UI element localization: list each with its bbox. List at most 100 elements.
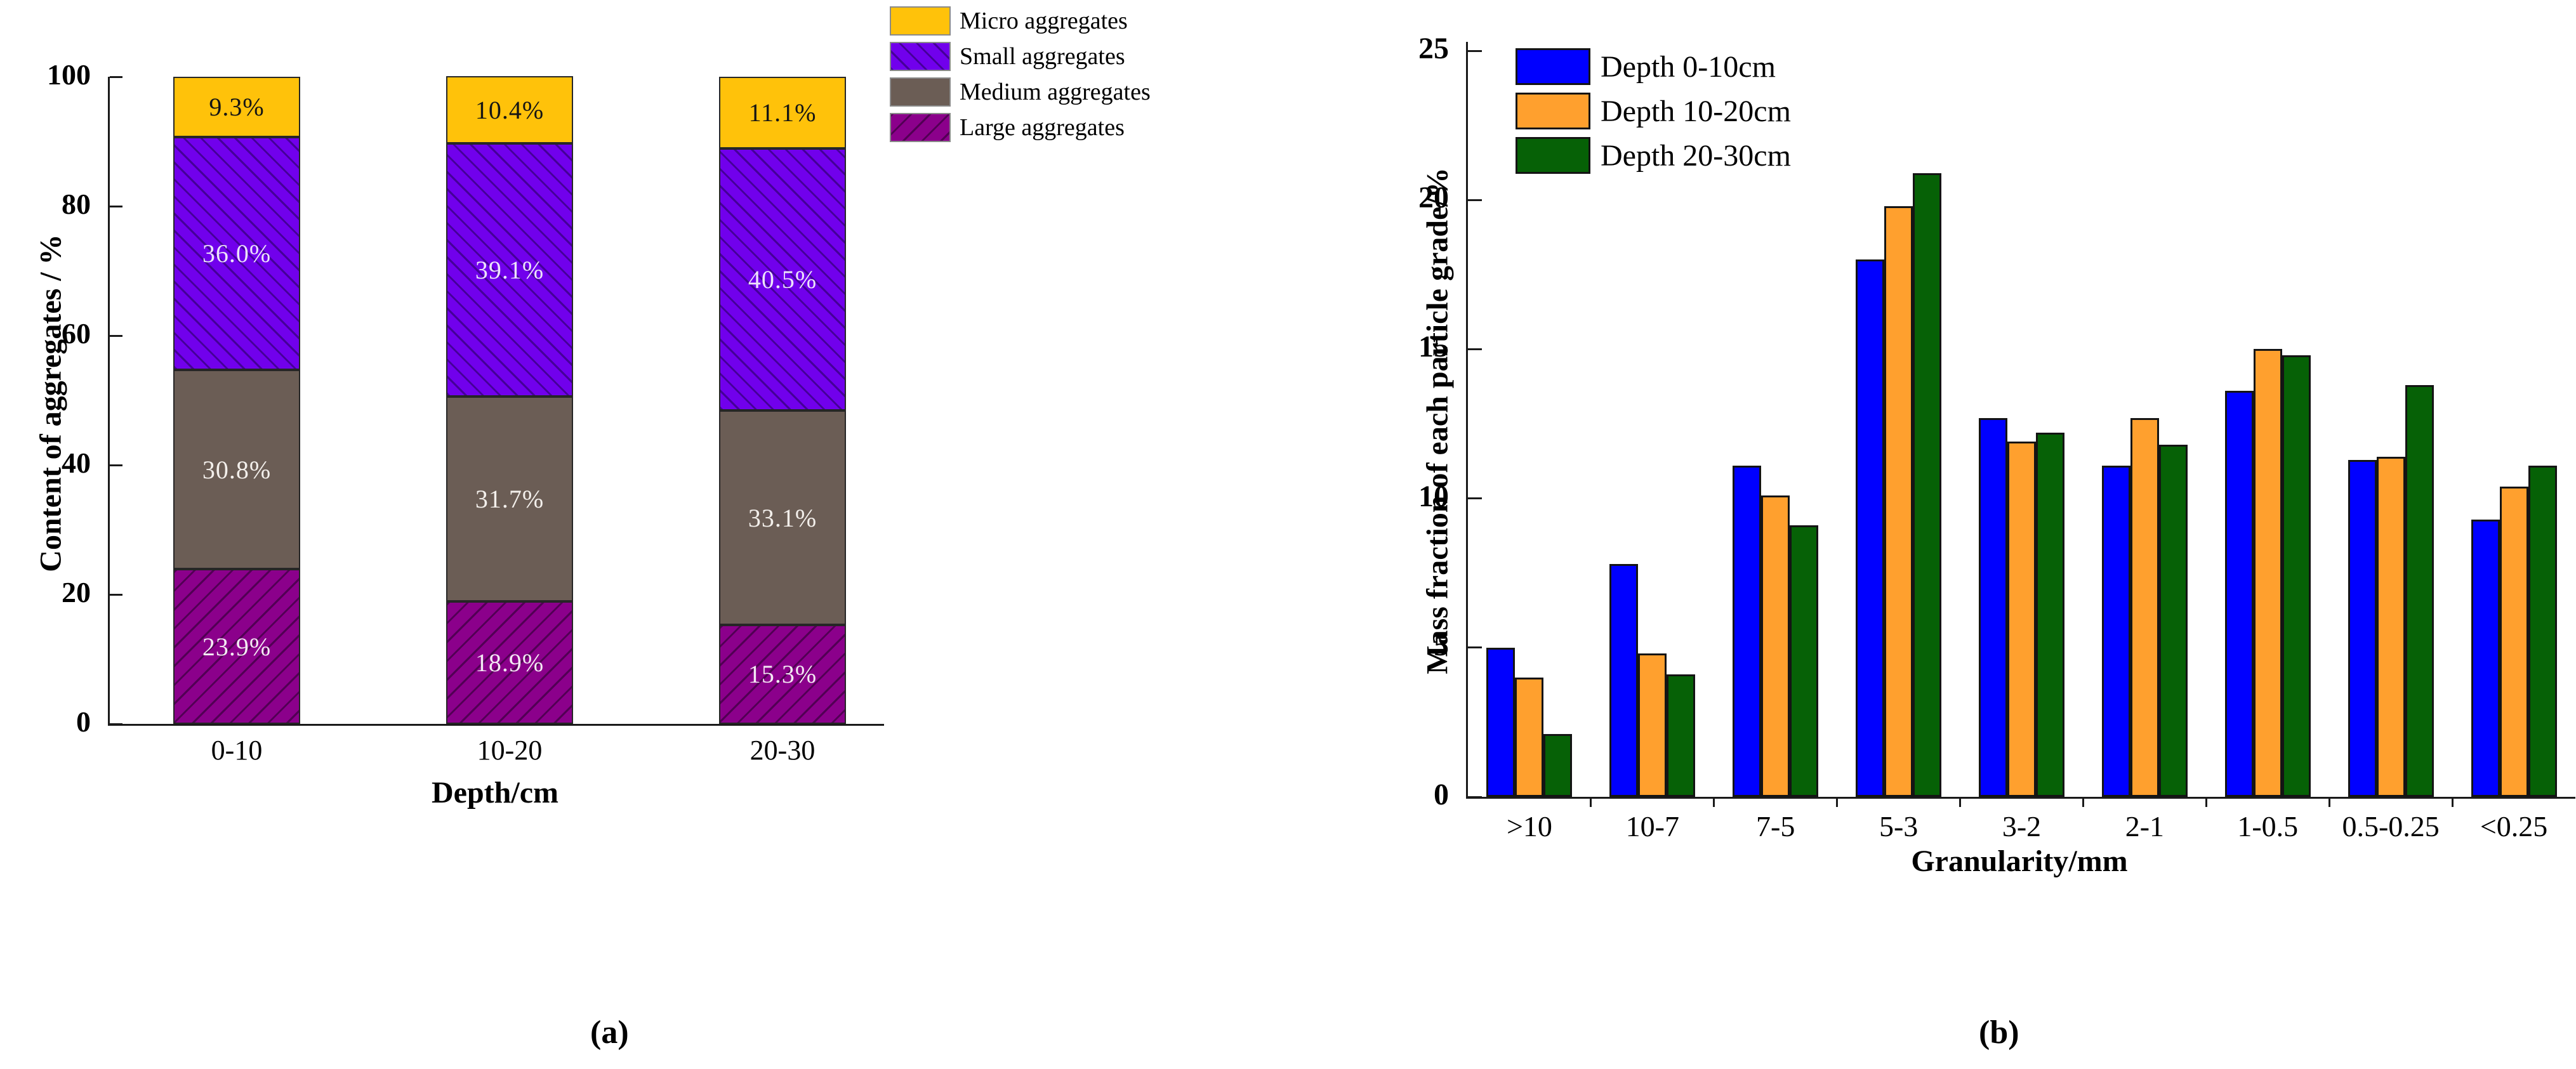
chart-a-y-axis-title: Content of aggregates / % [34,234,68,572]
grouped-bar [2348,459,2377,797]
grouped-bar [1790,525,1819,797]
stacked-bar-segment: 11.1% [719,77,846,149]
legend-item: Depth 20-30cm [1516,137,1791,174]
legend-label: Medium aggregates [960,79,1151,105]
legend-label: Large aggregates [960,114,1125,141]
grouped-bar [2224,391,2254,797]
segment-value-label: 10.4% [475,95,545,124]
y-axis-tick [1468,646,1482,649]
grouped-bar [1979,417,2007,797]
grouped-bar [2376,456,2405,797]
chart-a-x-axis-title: Depth/cm [432,776,558,810]
legend-item: Large aggregates [890,113,1151,142]
x-axis-category-label: 0-10 [211,735,263,766]
grouped-bar [1733,465,1762,797]
y-axis-tick [1468,199,1482,201]
grouped-bar [2471,519,2500,797]
stacked-bar-segment: 9.3% [173,77,300,137]
y-axis-tick-label: 10 [1418,479,1449,513]
grouped-bar [1913,173,1942,797]
legend-item: Micro aggregates [890,6,1151,36]
grouped-bar [2282,355,2311,797]
grouped-bar [1856,259,1885,797]
stacked-bar-segment: 30.8% [173,370,300,570]
y-axis-tick [1468,497,1482,500]
y-axis-tick-label: 100 [47,58,91,91]
grouped-bar [1543,734,1573,797]
x-axis-tick [1836,797,1839,807]
y-axis-tick [110,334,122,337]
grouped-bar [2101,465,2130,797]
y-axis-tick-label: 25 [1418,32,1449,66]
y-axis-tick-label: 15 [1418,330,1449,364]
legend-item: Medium aggregates [890,77,1151,107]
legend-item: Depth 10-20cm [1516,93,1791,129]
stacked-bar-segment: 18.9% [446,601,573,724]
grouped-bar [2253,349,2282,797]
grouped-bar [1667,674,1696,797]
legend-item: Small aggregates [890,42,1151,71]
legend-label: Depth 10-20cm [1601,94,1791,128]
y-axis-tick [110,723,122,725]
y-axis-tick-label: 5 [1434,628,1449,662]
x-axis-category-label: 1-0.5 [2237,810,2299,843]
y-axis-tick [110,464,122,466]
grouped-bar [1609,564,1639,797]
legend-swatch [890,6,951,36]
legend-swatch [890,113,951,142]
y-axis-tick-label: 0 [76,705,91,738]
caption-b: (b) [1979,1014,2019,1051]
legend-item: Depth 0-10cm [1516,48,1791,85]
segment-value-label: 36.0% [202,239,272,268]
y-axis-tick-label: 40 [62,447,91,479]
grouped-bar [2130,417,2159,797]
x-axis-category-label: 10-20 [477,735,543,766]
grouped-bar [2036,433,2064,797]
grouped-bar [1884,206,1913,797]
caption-a: (a) [590,1014,629,1051]
x-axis-category-label: 3-2 [2002,810,2042,843]
legend-label: Depth 0-10cm [1601,49,1776,84]
x-axis-tick [2451,797,2454,807]
x-axis-category-label: 5-3 [1879,810,1919,843]
chart-a-legend: Micro aggregates Small aggregates Medium a… [890,6,1151,148]
segment-value-label: 33.1% [748,503,817,532]
segment-value-label: 23.9% [202,632,272,661]
legend-swatch [1516,137,1590,174]
x-axis-category-label: 10-7 [1625,810,1679,843]
y-axis-tick [1468,348,1482,350]
chart-b-plot-area: 0 5 10 15 20 25 >10 10-7 7-5 5-3 3-2 2-1 1-0.5 0.5-0.… [1418,32,2575,843]
grouped-bar [2499,486,2528,797]
x-axis-category-label: 0.5-0.25 [2342,810,2440,843]
x-axis-category-label: <0.25 [2480,810,2548,843]
grouped-bar [2405,384,2434,797]
x-axis-category-label: 2-1 [2125,810,2165,843]
grouped-bar [1638,653,1667,797]
stacked-bar-segment: 10.4% [446,75,573,144]
grouped-bar [1761,495,1790,797]
segment-value-label: 30.8% [202,455,272,484]
x-axis-tick [2205,797,2207,807]
segment-value-label: 15.3% [748,660,817,689]
stacked-bar-segment: 33.1% [719,410,846,625]
stacked-bar-segment: 23.9% [173,569,300,724]
segment-value-label: 18.9% [475,648,545,678]
legend-swatch [890,77,951,107]
x-axis-tick [1959,797,1962,807]
grouped-bar [1515,677,1544,797]
legend-swatch [1516,93,1590,129]
y-axis-tick [1468,796,1482,798]
y-axis-tick [1468,49,1482,52]
stacked-bar-segment: 31.7% [446,396,573,602]
legend-label: Micro aggregates [960,8,1128,34]
x-axis-tick [1590,797,1592,807]
y-axis-tick [110,75,122,78]
x-axis-category-label: >10 [1506,810,1552,843]
segment-value-label: 9.3% [209,92,265,121]
y-axis-tick-label: 20 [1418,181,1449,215]
stacked-bar-segment: 15.3% [719,624,846,724]
y-axis-tick-label: 80 [62,188,91,220]
segment-value-label: 31.7% [475,485,545,514]
chart-a-plot-area: 0 20 40 60 80 100 0-10 23.9% 30.8% 36.0% 9.3% 10-20… [47,58,884,766]
